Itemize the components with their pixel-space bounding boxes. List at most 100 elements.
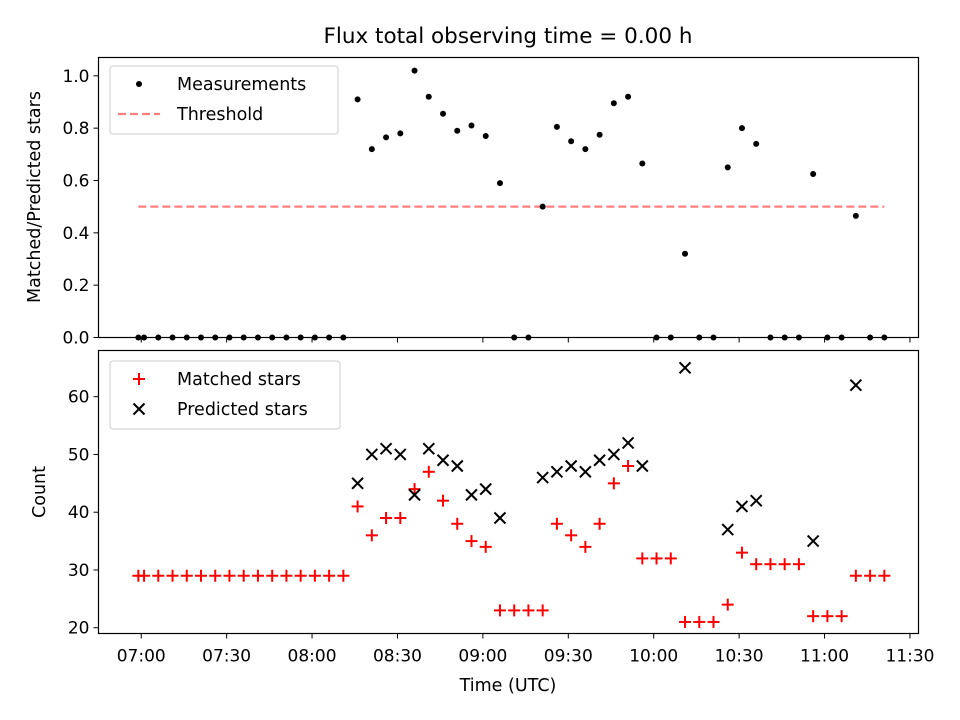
predicted-star-point bbox=[593, 454, 606, 467]
x-tick-label: 07:30 bbox=[202, 647, 251, 667]
matched-star-point bbox=[622, 460, 635, 473]
matched-star-point bbox=[664, 552, 677, 565]
predicted-star-point bbox=[351, 477, 364, 490]
predicted-star-point bbox=[394, 448, 407, 461]
matched-star-point bbox=[365, 529, 378, 542]
matched-star-point bbox=[237, 569, 250, 582]
matched-star-point bbox=[166, 569, 179, 582]
matched-star-point bbox=[152, 569, 165, 582]
predicted-star-point bbox=[621, 436, 635, 450]
matched-star-point bbox=[380, 511, 393, 524]
matched-star-point bbox=[209, 569, 222, 582]
measurement-point bbox=[610, 100, 617, 107]
x-tick-label: 11:00 bbox=[800, 647, 849, 667]
predicted-star-point bbox=[536, 471, 549, 484]
measurement-point bbox=[539, 203, 546, 210]
predicted-star-point bbox=[849, 378, 863, 392]
bottom-y-tick-label: 60 bbox=[68, 388, 90, 408]
predicted-star-point bbox=[422, 442, 435, 455]
matched-star-point bbox=[636, 552, 649, 565]
matched-star-point bbox=[735, 546, 748, 559]
matched-star-point bbox=[593, 517, 606, 530]
predicted-star-point bbox=[436, 454, 450, 467]
measurement-point bbox=[852, 212, 859, 219]
predicted-star-point bbox=[365, 448, 379, 461]
predicted-star-point bbox=[564, 459, 578, 473]
bottom-data bbox=[132, 361, 891, 628]
matched-star-point bbox=[807, 610, 820, 623]
legend-box bbox=[109, 360, 341, 430]
legend-marker-dot bbox=[136, 81, 142, 87]
chart-title: Flux total observing time = 0.00 h bbox=[324, 24, 693, 49]
matched-star-point bbox=[323, 569, 336, 582]
legend-label: Threshold bbox=[176, 105, 263, 125]
matched-star-point bbox=[479, 540, 492, 553]
predicted-star-point bbox=[379, 442, 393, 455]
measurement-point bbox=[468, 122, 475, 129]
measurement-point bbox=[454, 127, 461, 134]
matched-star-point bbox=[308, 569, 321, 582]
matched-star-point bbox=[351, 500, 364, 513]
matched-star-point bbox=[679, 615, 692, 628]
matched-star-point bbox=[536, 604, 549, 617]
top-y-tick-label: 0.8 bbox=[62, 119, 89, 139]
matched-star-point bbox=[750, 558, 763, 571]
predicted-star-point bbox=[806, 534, 820, 548]
top-y-axis-label: Matched/Predicted stars bbox=[25, 91, 45, 303]
matched-star-point bbox=[864, 569, 877, 582]
x-tick-label: 11:30 bbox=[885, 647, 934, 667]
matched-star-point bbox=[550, 517, 563, 530]
x-tick-label: 09:00 bbox=[458, 647, 507, 667]
matched-star-point bbox=[721, 598, 734, 611]
predicted-star-point bbox=[579, 465, 592, 478]
top-panel: 0.0 0.2 0.4 0.6 0.8 1.0 Matched/Predicted sta… bbox=[25, 56, 920, 349]
measurement-point bbox=[639, 160, 646, 167]
bottom-y-tick-label: 40 bbox=[68, 503, 90, 523]
measurement-point bbox=[682, 250, 689, 257]
matched-star-point bbox=[792, 558, 805, 571]
matched-star-point bbox=[138, 569, 151, 582]
matched-star-point bbox=[465, 535, 478, 548]
x-axis-label: Time (UTC) bbox=[459, 676, 557, 696]
measurement-point bbox=[397, 130, 404, 137]
matched-star-point bbox=[251, 569, 264, 582]
matched-star-point bbox=[493, 604, 506, 617]
measurement-point bbox=[582, 146, 589, 153]
measurement-point bbox=[724, 164, 731, 171]
matched-star-point bbox=[607, 477, 620, 490]
measurement-point bbox=[354, 96, 361, 103]
measurement-point bbox=[482, 133, 489, 140]
top-y-tick-label: 1.0 bbox=[62, 67, 89, 87]
matched-star-point bbox=[821, 610, 834, 623]
x-tick-label: 08:30 bbox=[373, 647, 422, 667]
bottom-panel: 20 30 40 50 60 07:00 07:30 08:00 08:30 09:00 09:3… bbox=[30, 349, 934, 696]
legend-label: Measurements bbox=[177, 75, 306, 95]
legend-marker-x bbox=[132, 402, 146, 416]
x-tick-label: 10:30 bbox=[715, 647, 764, 667]
matched-star-point bbox=[565, 529, 578, 542]
measurement-point bbox=[496, 180, 503, 187]
matched-star-point bbox=[422, 465, 435, 478]
bottom-plot-frame bbox=[97, 349, 920, 635]
matched-star-point bbox=[650, 552, 663, 565]
predicted-star-point bbox=[721, 523, 734, 536]
top-y-ticks: 0.0 0.2 0.4 0.6 0.8 1.0 bbox=[62, 67, 99, 349]
top-y-tick-label: 0.6 bbox=[62, 171, 89, 191]
matched-star-point bbox=[835, 610, 848, 623]
predicted-star-point bbox=[550, 465, 564, 478]
measurement-point bbox=[411, 67, 418, 74]
measurement-point bbox=[753, 140, 760, 147]
matched-star-point bbox=[451, 517, 464, 530]
measurement-point bbox=[568, 138, 575, 145]
predicted-star-point bbox=[493, 511, 507, 525]
legend-label: Predicted stars bbox=[177, 400, 308, 420]
measurement-point bbox=[553, 123, 560, 130]
bottom-y-tick-label: 20 bbox=[68, 619, 90, 639]
top-legend: Measurements Threshold bbox=[109, 65, 339, 135]
matched-star-point bbox=[707, 615, 720, 628]
predicted-star-point bbox=[750, 494, 763, 507]
bottom-x-ticks: 07:00 07:30 08:00 08:30 09:00 09:30 10:00 10:30… bbox=[117, 633, 934, 667]
predicted-star-point bbox=[636, 459, 649, 473]
bottom-y-axis-label: Count bbox=[30, 466, 50, 518]
